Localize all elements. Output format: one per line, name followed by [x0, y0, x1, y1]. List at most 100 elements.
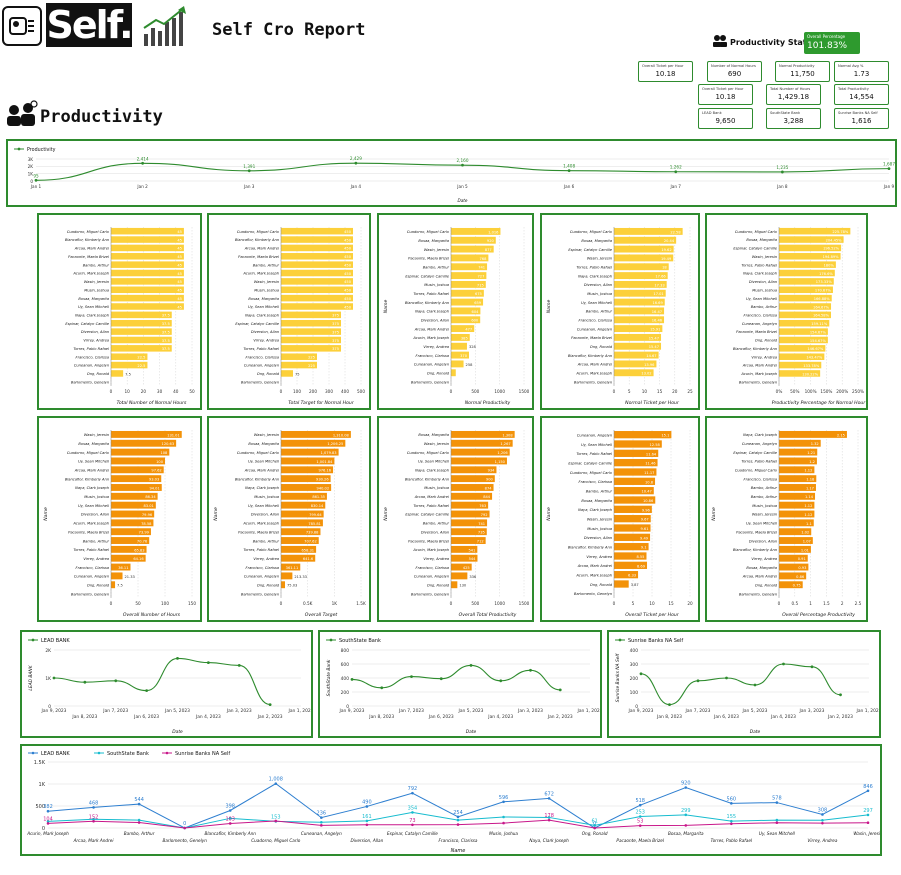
x-axis-title: Overall Number of Hours	[123, 612, 181, 618]
category-label: Blancaflor, Kimberly Ann	[65, 477, 110, 481]
data-label: 22.5	[137, 356, 145, 360]
data-label: 143.47%	[806, 356, 823, 360]
data-label: 900	[486, 478, 494, 482]
x-tick-label: Espinar, Catalyn Camille	[387, 831, 438, 836]
data-label: 154.67%	[810, 330, 827, 334]
data-label: 164.67%	[813, 305, 830, 309]
category-label: Bosaa, Margarita	[746, 238, 777, 242]
bar	[614, 580, 629, 588]
x-tick-label: 0%	[776, 389, 783, 394]
kpi-value: 14,554	[849, 93, 874, 101]
y-tick-label: 0	[635, 704, 638, 710]
y-tick-label: 2K	[28, 164, 34, 169]
x-tick-label: Jan 3, 2023	[799, 708, 825, 714]
data-label: 707.62	[304, 539, 317, 543]
kpi-label: Overall Ticket per Hour	[642, 64, 684, 68]
data-point	[137, 802, 141, 806]
category-label: Naya, Clark Joseph	[75, 486, 110, 490]
data-label: 741	[478, 266, 485, 270]
data-label: 131.01	[167, 433, 180, 437]
data-label: 103	[225, 816, 235, 822]
bar	[451, 325, 475, 333]
kpi-label: SouthState Bank	[770, 111, 801, 115]
data-point	[461, 163, 464, 167]
data-point	[638, 803, 642, 807]
x-tick-label: 1K	[332, 601, 338, 606]
data-label: 146.67%	[807, 347, 824, 351]
category-label: Diversion, Allan	[749, 280, 778, 284]
bar	[451, 298, 484, 306]
data-point	[547, 816, 551, 819]
bar	[281, 475, 331, 483]
bar	[779, 261, 836, 268]
series-line	[351, 664, 561, 691]
category-label: Ong, Ronald	[755, 339, 778, 343]
bar	[111, 353, 148, 360]
y-tick-label: 1K	[45, 676, 51, 682]
bar	[281, 430, 351, 438]
category-label: Musin, Joshua	[254, 495, 279, 499]
category-label: Virrey, Andrea	[83, 339, 109, 343]
x-tick-label: Jan 8, 2023	[656, 714, 682, 720]
data-label: 36.11	[118, 566, 128, 570]
bar	[614, 533, 651, 541]
data-point	[410, 675, 413, 678]
kpi-label: LEAD Bank	[702, 111, 722, 115]
data-label: 735	[478, 531, 485, 535]
y-tick-label: 200	[341, 690, 350, 696]
bar	[779, 311, 832, 319]
x-tick-label: Jan 4, 2023	[195, 714, 221, 720]
category-label: Musin, Joshua	[752, 504, 777, 508]
kpi-value: 1,429.18	[777, 93, 810, 101]
category-label: Espinar, Catalyn Camille	[733, 451, 777, 455]
data-label: 1,267	[500, 442, 510, 446]
data-point	[380, 686, 384, 690]
x-tick-label: 1	[809, 601, 812, 606]
data-label: 73	[409, 818, 415, 824]
data-label: 11.17	[644, 471, 654, 475]
data-label: 253	[635, 810, 645, 816]
category-label: Pacaonte, Maela Brizel	[238, 530, 279, 534]
data-label: 450	[344, 255, 352, 259]
data-label: 544	[134, 797, 144, 803]
y-tick-label: 1K	[39, 782, 46, 788]
data-point	[439, 677, 443, 681]
kpi-value: 10.18	[715, 93, 736, 101]
data-label: 173.33%	[816, 280, 833, 284]
category-label: Francisco, Clarissa	[76, 566, 109, 570]
category-label: Uy, Sean Mitchell	[746, 522, 777, 526]
data-label: 792	[481, 513, 488, 517]
x-tick-label: Jan 8, 2023	[368, 714, 394, 720]
data-point	[34, 178, 38, 182]
bar	[779, 244, 842, 252]
bar	[111, 554, 146, 562]
category-label: Barlomento, Genelyn	[739, 380, 778, 384]
overall-target-chart: 0 0.5K 1K 1.5K Wasin, Jeresin 1,310.08 Bosaa, …	[213, 430, 366, 618]
x-tick-label: 500	[471, 389, 479, 394]
data-label: 19.49	[661, 257, 672, 261]
data-label: 658.31	[302, 548, 315, 552]
x-axis-title: Productivity Percentage for Normal Hour	[772, 400, 866, 406]
category-label: Cuadorno, Miguel Carlo	[67, 230, 110, 234]
category-label: Ong, Ronald	[427, 583, 450, 587]
bar	[614, 360, 657, 368]
x-tick-label: Jan 5, 2023	[742, 708, 768, 714]
data-point	[775, 821, 779, 825]
x-tick-label: 20	[687, 601, 693, 606]
category-label: Arcaa, Mark Andrei	[414, 327, 449, 331]
bar	[281, 528, 321, 536]
category-label: Pacaonte, Maela Brizel	[736, 530, 777, 534]
bar	[111, 345, 172, 352]
data-label: 108	[160, 451, 168, 455]
data-point	[92, 817, 95, 821]
data-label: 1.02	[801, 531, 809, 535]
bar	[281, 286, 353, 294]
category-label: Barlomento, Genelyn	[71, 592, 110, 596]
data-label: 22.58	[670, 230, 681, 234]
category-label: Cuadorno, Miguel Carlo	[570, 230, 613, 234]
category-label: Uy, Sean Mitchell	[248, 504, 279, 508]
normal-ticket-hour-panel: 0 5 10 15 20 25 Cuadorno, Miguel Carlo 22.58 Bos…	[540, 213, 700, 410]
y-tick-label: 1K	[28, 171, 34, 176]
bar	[281, 484, 332, 491]
y-axis-title: Name	[546, 507, 552, 521]
